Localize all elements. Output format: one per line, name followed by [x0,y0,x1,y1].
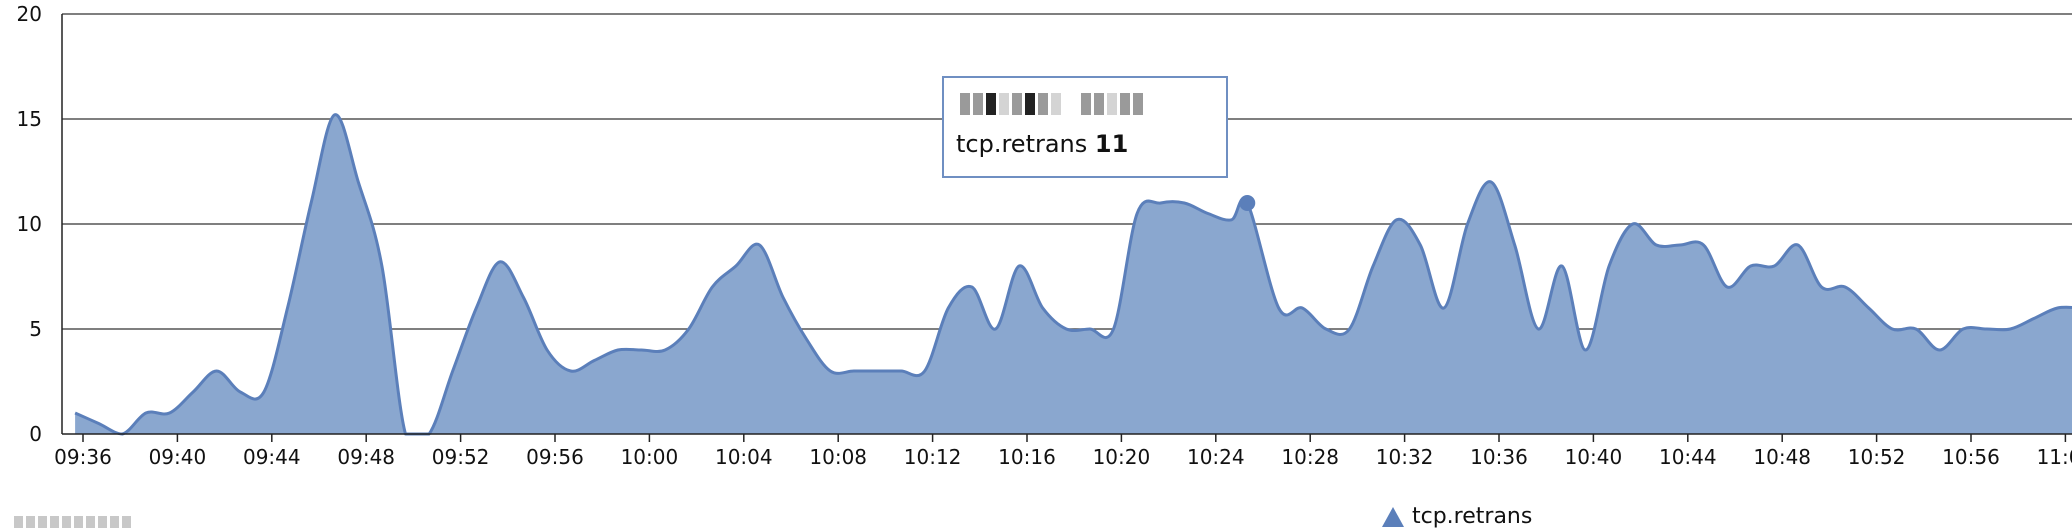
x-tick-label: 10:44 [1659,445,1717,469]
x-tick-label: 09:48 [337,445,395,469]
marker-layer[interactable] [1239,195,1256,211]
x-tick-label: 10:08 [809,445,867,469]
x-tick-label: 09:36 [54,445,112,469]
x-tick-label: 10:24 [1187,445,1245,469]
y-tick-label: 10 [17,212,42,236]
y-tick-label: 0 [29,422,42,446]
axis-layer: 0 5 10 15 20 09:36 09:40 09:44 09:48 09:52 09:56 10… [17,2,2072,469]
chart-tooltip: tcp.retrans 11 [942,76,1228,178]
y-tick-label: 20 [17,2,42,26]
x-tick-label: 10:12 [904,445,962,469]
x-tick-label: 10:16 [998,445,1056,469]
series-line [74,113,2072,436]
x-tick-label: 09:56 [526,445,584,469]
tooltip-value: 11 [1094,130,1129,158]
legend-label: tcp.retrans [1412,504,1533,529]
y-tick-label: 5 [29,317,42,341]
x-tick-label: 09:52 [432,445,490,469]
x-tick-label: 10:28 [1281,445,1339,469]
x-tick-label: 11:00 [2037,445,2072,469]
x-tick-label: 09:40 [149,445,207,469]
x-tick-label: 10:48 [1753,445,1811,469]
x-tick-label: 09:44 [243,445,301,469]
series-area-fill [75,114,2072,434]
highlighted-data-point[interactable] [1239,195,1256,211]
tooltip-timestamp-redacted [960,92,1214,116]
triangle-legend-icon [1382,506,1404,527]
tooltip-series-line: tcp.retrans 11 [956,130,1214,158]
x-tick-label: 10:04 [715,445,773,469]
x-tick-label: 10:36 [1470,445,1528,469]
tooltip-series-label: tcp.retrans [956,130,1088,158]
x-tick-label: 10:56 [1942,445,2000,469]
x-tick-label: 10:00 [621,445,679,469]
area-layer [74,113,2072,436]
y-tick-label: 15 [17,107,42,131]
source-label-redacted [14,516,131,528]
x-tick-label: 10:32 [1376,445,1434,469]
x-tick-label: 10:20 [1093,445,1151,469]
x-tick-label: 10:40 [1565,445,1623,469]
x-tick-label: 10:52 [1848,445,1906,469]
chart-legend[interactable]: tcp.retrans [1382,504,1532,529]
